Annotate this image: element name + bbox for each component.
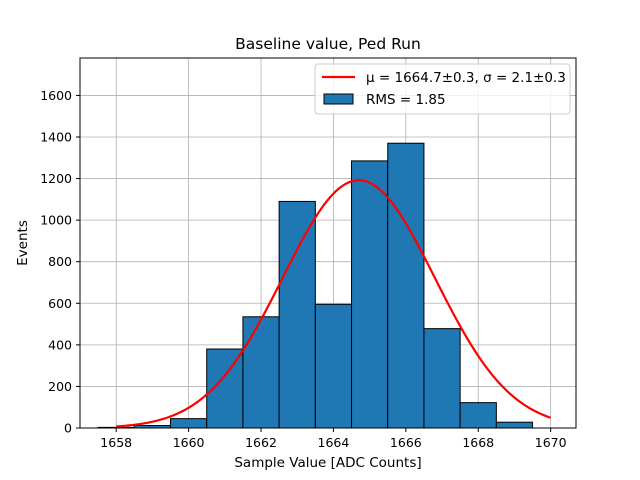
y-tick-label: 1000 <box>40 213 72 228</box>
y-tick-label: 0 <box>64 421 72 436</box>
plot-frame <box>79 57 577 429</box>
chart-title: Baseline value, Ped Run <box>235 35 421 53</box>
histogram-bar <box>170 418 208 429</box>
x-tick-label: 1670 <box>535 435 567 450</box>
x-tick-label: 1664 <box>318 435 350 450</box>
legend-fit-mu: μ = 1664.7±0.3 <box>366 70 475 86</box>
x-axis-ticks: 1658 1660 1662 1664 1666 1668 1670 <box>100 428 567 450</box>
y-tick-label: 1400 <box>40 129 72 144</box>
x-tick-label: 1666 <box>390 435 422 450</box>
x-axis-label: Sample Value [ADC Counts] <box>234 455 421 471</box>
histogram-bar <box>242 316 280 429</box>
legend-hist-swatch <box>323 93 354 105</box>
x-tick-label: 1658 <box>100 435 132 450</box>
y-tick-label: 400 <box>48 337 72 352</box>
y-tick-label: 800 <box>48 254 72 269</box>
y-tick-label: 200 <box>48 379 72 394</box>
histogram-bar <box>459 402 497 429</box>
histogram-bar <box>278 200 316 429</box>
legend-fit-sigma: σ = 2.1±0.3 <box>483 70 566 86</box>
histogram-bar <box>314 303 353 429</box>
y-tick-label: 1600 <box>40 88 72 103</box>
histogram-bar <box>351 160 389 429</box>
x-tick-label: 1662 <box>245 435 277 450</box>
legend-fit-label: μ = 1664.7±0.3, σ = 2.1±0.3 <box>366 70 566 86</box>
histogram-bar <box>387 142 425 429</box>
x-tick-label: 1668 <box>462 435 494 450</box>
y-axis-label: Events <box>15 220 31 266</box>
legend-hist-label: RMS = 1.85 <box>366 92 446 108</box>
y-axis-ticks: 0 200 400 600 800 1000 1200 1400 1600 <box>40 88 80 436</box>
legend-box <box>314 63 571 115</box>
legend: μ = 1664.7±0.3, σ = 2.1±0.3 RMS = 1.85 <box>314 63 571 115</box>
gaussian-fit-curve <box>116 179 552 428</box>
histogram-bars <box>97 142 534 429</box>
histogram-bar <box>423 328 461 429</box>
legend-fit-separator: , <box>475 70 484 86</box>
y-tick-label: 600 <box>48 296 72 311</box>
histogram-bar <box>495 421 534 429</box>
x-tick-label: 1660 <box>173 435 205 450</box>
y-tick-label: 1200 <box>40 171 72 186</box>
